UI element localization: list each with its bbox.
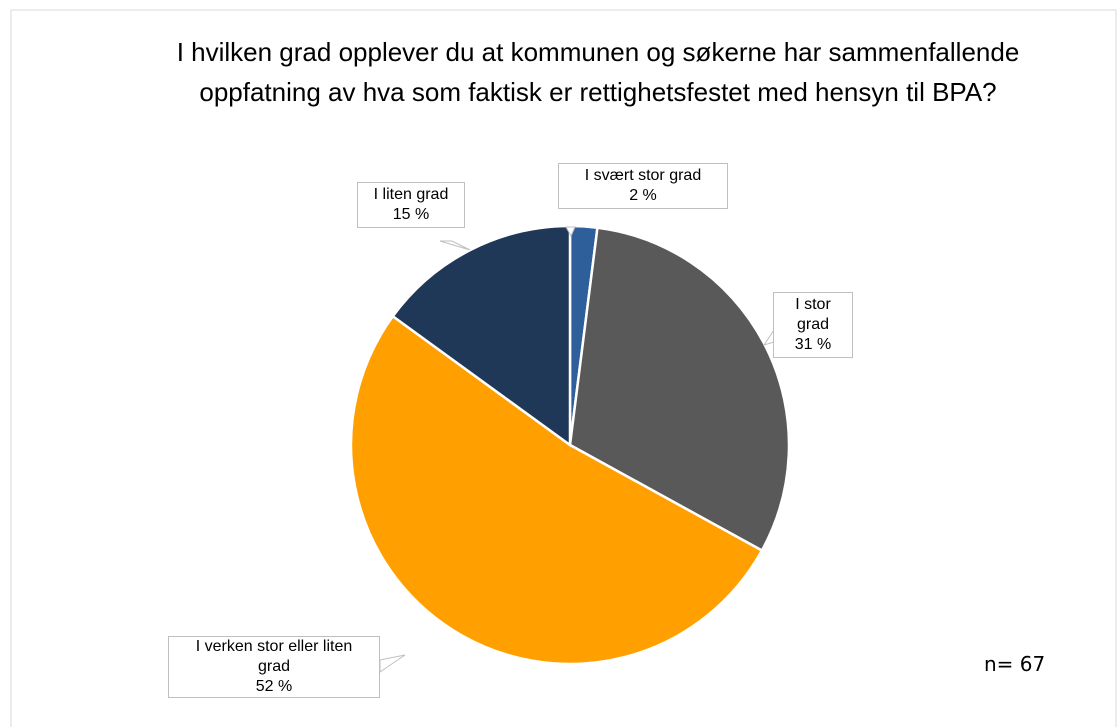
chart-title: I hvilken grad opplever du at kommunen o… — [176, 37, 1020, 107]
pie-slice — [568, 226, 791, 553]
label-category: I liten grad — [373, 186, 449, 203]
data-label: I verken stor eller liten grad 52 % — [168, 636, 380, 698]
pie-slice — [349, 314, 764, 666]
callout-pointers — [379, 226, 775, 673]
pointer — [565, 226, 576, 238]
pie-slice — [391, 224, 572, 448]
data-label: I stor grad 31 % — [773, 292, 853, 358]
pointer — [379, 654, 406, 673]
label-value: 2 % — [629, 187, 657, 204]
data-label: I svært stor grad 2 % — [558, 163, 728, 209]
data-label: I liten grad 15 % — [357, 182, 465, 228]
annotation: n= 67 — [984, 652, 1046, 676]
label-value: 31 % — [794, 336, 832, 353]
pie — [349, 224, 791, 666]
label-value: 52 % — [255, 678, 293, 695]
label-value: 15 % — [392, 206, 430, 223]
chart-frame — [10, 9, 1117, 727]
pointer — [439, 240, 471, 251]
label-category: I verken stor eller liten grad — [195, 638, 353, 675]
label-category: I stor grad — [795, 296, 831, 333]
label-category: I svært stor grad — [584, 167, 702, 184]
